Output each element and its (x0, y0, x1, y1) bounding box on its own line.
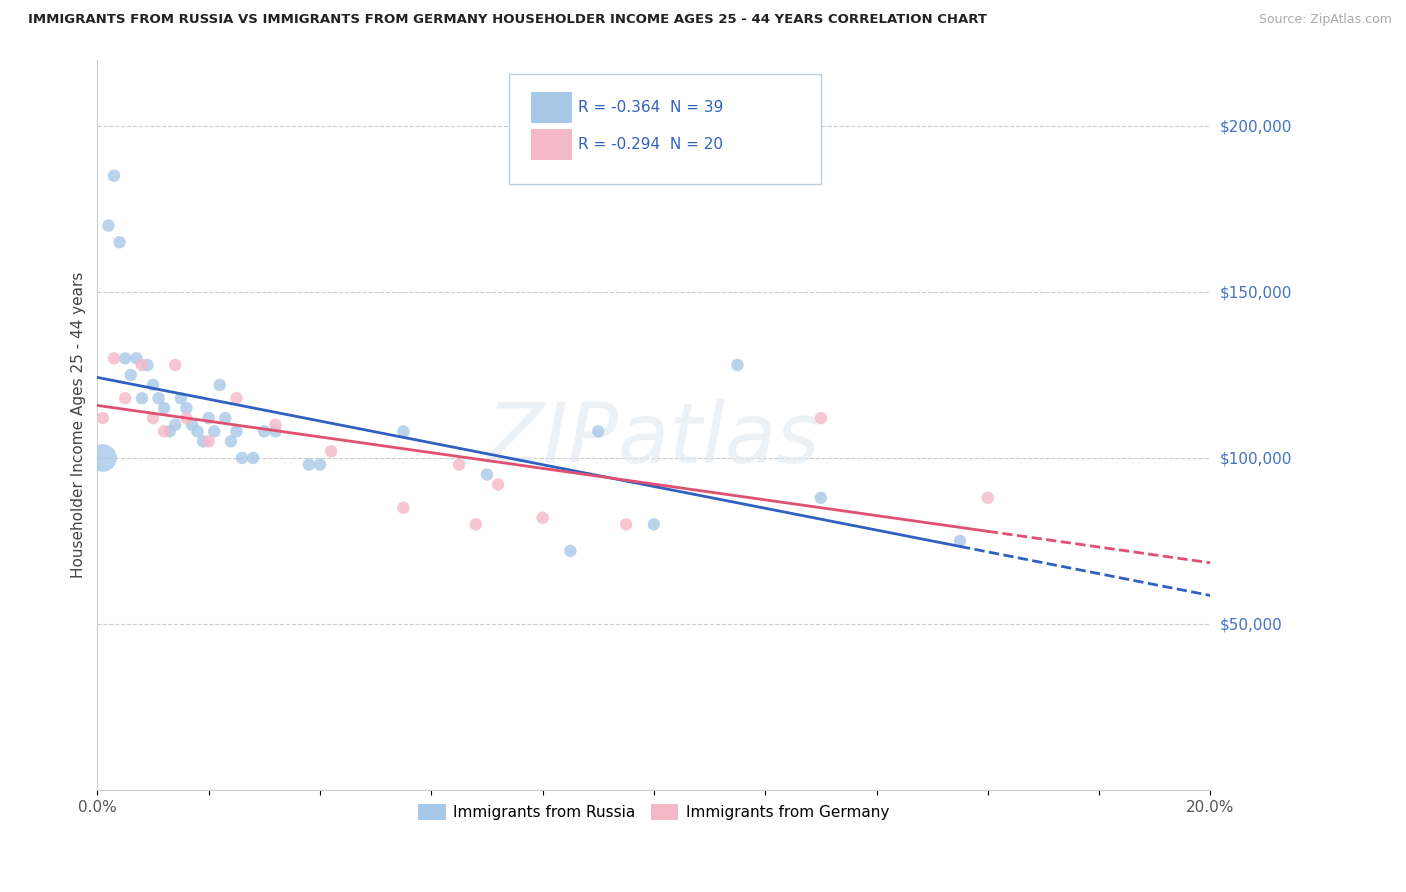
Point (810, 411, 832, 425)
Point (91, 450, 114, 465)
Point (125, 351, 148, 366)
Point (264, 425, 287, 439)
Point (449, 458, 471, 472)
Point (181, 417, 204, 432)
Point (114, 391, 136, 405)
Point (91, 411, 114, 425)
Point (392, 425, 415, 439)
Point (148, 391, 170, 405)
Point (486, 477, 509, 491)
Point (225, 391, 247, 405)
FancyBboxPatch shape (531, 129, 572, 160)
Point (103, 351, 125, 366)
Point (165, 417, 187, 432)
Point (253, 425, 276, 439)
Point (810, 491, 832, 505)
Point (120, 368, 142, 382)
Point (214, 411, 236, 425)
Point (176, 401, 198, 416)
Point (114, 351, 136, 366)
Point (298, 458, 321, 472)
Point (191, 434, 214, 449)
Point (560, 544, 582, 558)
Point (186, 425, 208, 439)
Point (176, 411, 198, 425)
Point (170, 391, 193, 405)
Point (949, 533, 972, 548)
Text: IMMIGRANTS FROM RUSSIA VS IMMIGRANTS FROM GERMANY HOUSEHOLDER INCOME AGES 25 - 4: IMMIGRANTS FROM RUSSIA VS IMMIGRANTS FRO… (28, 13, 987, 27)
Point (197, 434, 219, 449)
Point (588, 425, 610, 439)
Point (464, 517, 486, 532)
Point (202, 425, 225, 439)
Point (531, 510, 554, 524)
Point (153, 401, 176, 416)
Text: Source: ZipAtlas.com: Source: ZipAtlas.com (1258, 13, 1392, 27)
Point (614, 517, 637, 532)
Point (219, 434, 242, 449)
FancyBboxPatch shape (531, 93, 572, 123)
FancyBboxPatch shape (509, 74, 821, 184)
Point (142, 411, 165, 425)
Point (319, 444, 342, 458)
Point (131, 358, 153, 372)
Point (159, 425, 181, 439)
Point (131, 391, 153, 405)
Point (475, 467, 498, 482)
Point (142, 378, 165, 392)
Point (392, 500, 415, 515)
Point (242, 450, 264, 465)
Point (153, 425, 176, 439)
Point (643, 517, 665, 532)
Point (136, 358, 159, 372)
Text: R = -0.294  N = 20: R = -0.294 N = 20 (578, 136, 723, 152)
Point (108, 235, 131, 249)
Legend: Immigrants from Russia, Immigrants from Germany: Immigrants from Russia, Immigrants from … (412, 797, 896, 826)
Point (208, 378, 231, 392)
Point (309, 458, 332, 472)
Text: R = -0.364  N = 39: R = -0.364 N = 39 (578, 100, 724, 115)
Point (197, 411, 219, 425)
Point (977, 491, 1000, 505)
Point (725, 358, 748, 372)
Point (103, 169, 125, 183)
Point (225, 425, 247, 439)
Point (97, 219, 120, 233)
Point (165, 358, 187, 372)
Y-axis label: Householder Income Ages 25 - 44 years: Householder Income Ages 25 - 44 years (72, 271, 86, 578)
Point (264, 417, 287, 432)
Point (231, 450, 253, 465)
Text: ZIPatlas: ZIPatlas (486, 399, 821, 480)
